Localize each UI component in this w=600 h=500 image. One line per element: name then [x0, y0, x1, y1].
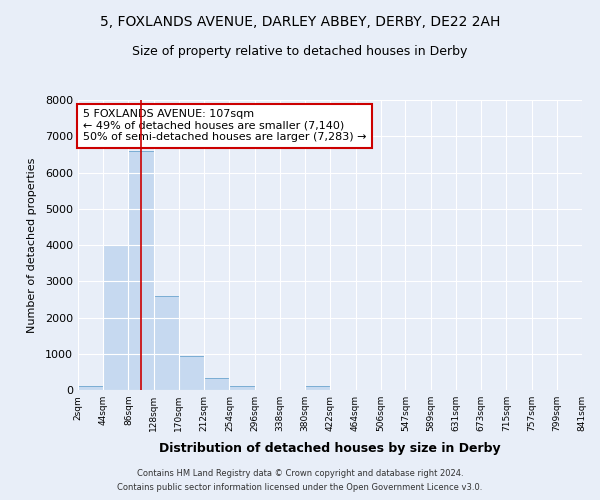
X-axis label: Distribution of detached houses by size in Derby: Distribution of detached houses by size … [159, 442, 501, 456]
Text: 5 FOXLANDS AVENUE: 107sqm
← 49% of detached houses are smaller (7,140)
50% of se: 5 FOXLANDS AVENUE: 107sqm ← 49% of detac… [83, 109, 367, 142]
Bar [154, 296, 179, 390]
Bar [128, 151, 154, 390]
Bar [179, 356, 204, 390]
Text: Size of property relative to detached houses in Derby: Size of property relative to detached ho… [133, 45, 467, 58]
Bar [305, 386, 331, 390]
Text: Contains HM Land Registry data © Crown copyright and database right 2024.: Contains HM Land Registry data © Crown c… [137, 468, 463, 477]
Text: 5, FOXLANDS AVENUE, DARLEY ABBEY, DERBY, DE22 2AH: 5, FOXLANDS AVENUE, DARLEY ABBEY, DERBY,… [100, 15, 500, 29]
Text: Contains public sector information licensed under the Open Government Licence v3: Contains public sector information licen… [118, 484, 482, 492]
Y-axis label: Number of detached properties: Number of detached properties [26, 158, 37, 332]
Bar [78, 386, 103, 390]
Bar [103, 245, 128, 390]
Bar [229, 386, 254, 390]
Bar [204, 378, 229, 390]
